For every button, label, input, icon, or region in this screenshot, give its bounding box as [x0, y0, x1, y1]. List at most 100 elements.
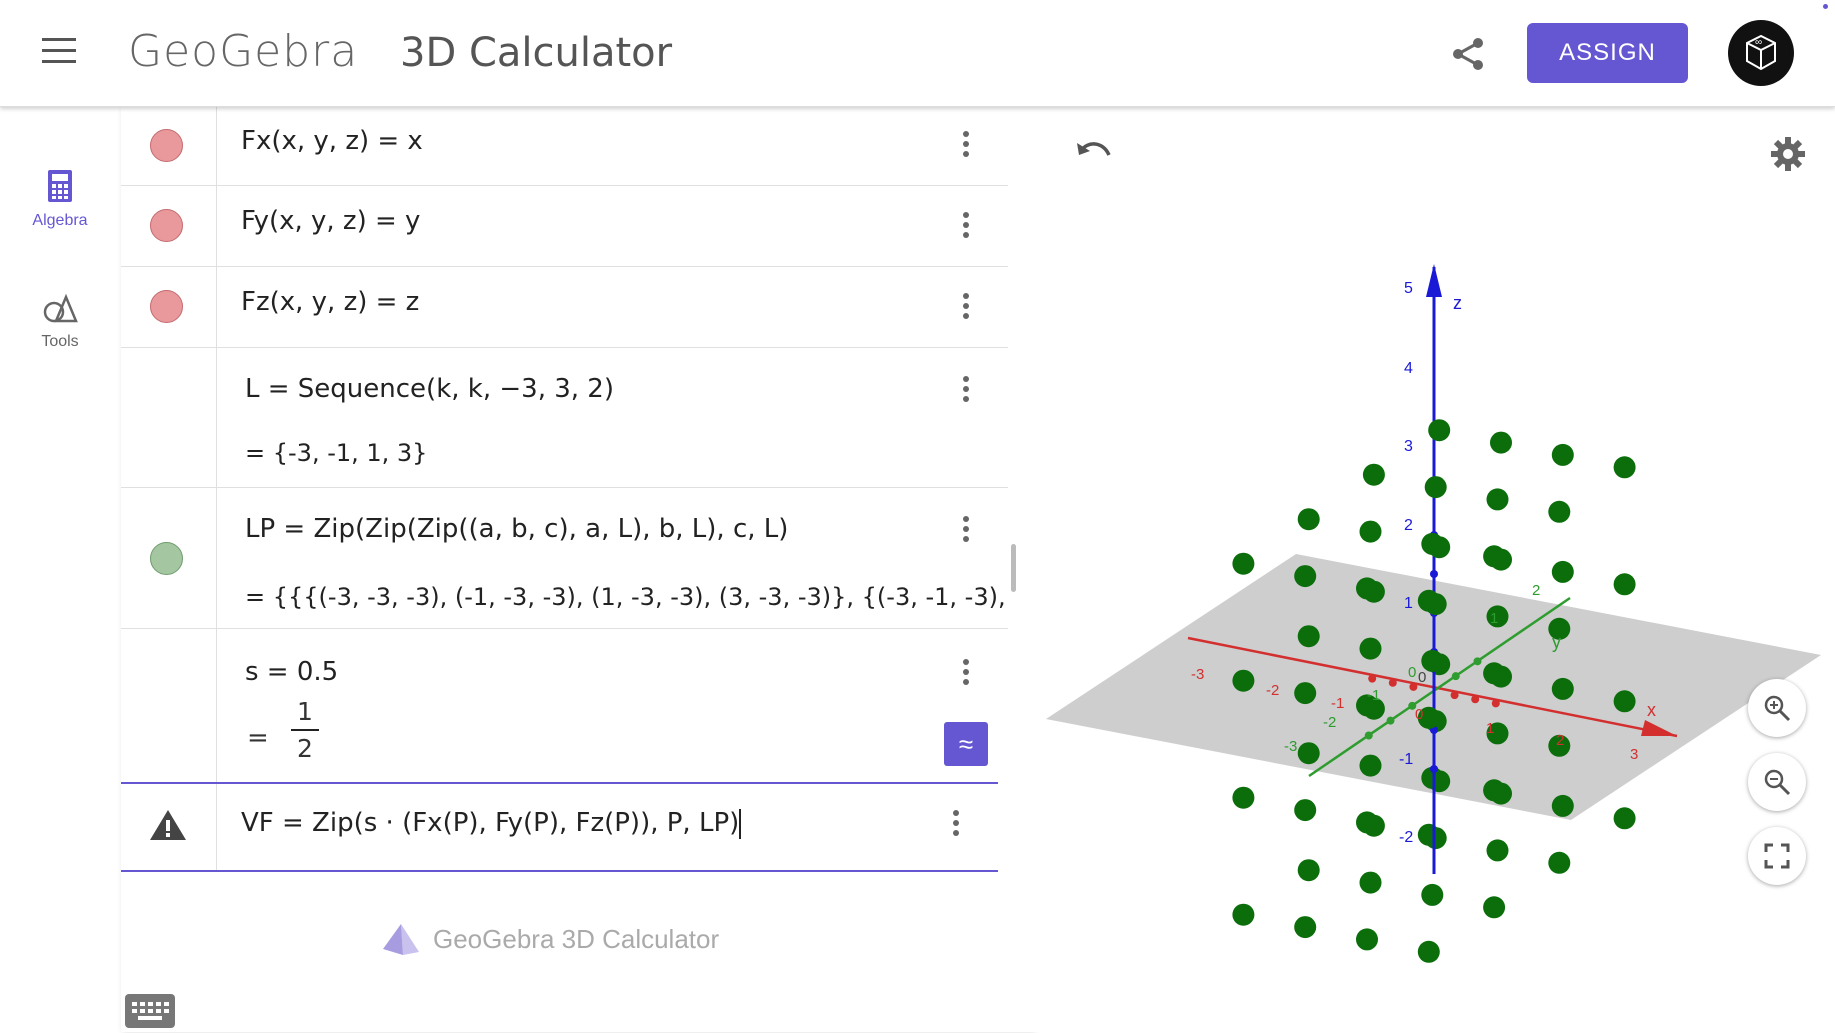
- more-options-icon[interactable]: [956, 376, 976, 406]
- formula-l[interactable]: L = Sequence(k, k, −3, 3, 2): [245, 374, 614, 404]
- grid-point[interactable]: [1548, 734, 1571, 757]
- grid-point[interactable]: [1548, 851, 1571, 874]
- grid-point[interactable]: [1551, 443, 1574, 466]
- grid-point[interactable]: [1483, 896, 1506, 919]
- avatar[interactable]: ∞: [1728, 20, 1794, 86]
- grid-point[interactable]: [1362, 814, 1385, 837]
- gear-icon[interactable]: [1769, 135, 1807, 173]
- grid-point[interactable]: [1356, 928, 1378, 951]
- grid-point[interactable]: [1483, 662, 1506, 685]
- grid-point[interactable]: [1428, 536, 1451, 559]
- visibility-toggle-fx[interactable]: [150, 129, 183, 162]
- grid-point[interactable]: [1613, 573, 1636, 596]
- grid-point[interactable]: [1486, 605, 1509, 628]
- grid-point[interactable]: [1490, 782, 1512, 805]
- nav-item-algebra[interactable]: Algebra: [0, 169, 120, 230]
- algebra-input-field[interactable]: VF = Zip(s · (Fx(P), Fy(P), Fz(P)), P, L…: [241, 808, 742, 839]
- grid-point[interactable]: [1548, 617, 1571, 640]
- algebra-input-row[interactable]: VF = Zip(s · (Fx(P), Fy(P), Fz(P)), P, L…: [121, 782, 998, 872]
- y-tick-label: 2: [1532, 582, 1540, 599]
- grid-point[interactable]: [1417, 940, 1440, 963]
- formula-fz[interactable]: Fz(x, y, z) = z: [241, 287, 420, 317]
- menu-icon[interactable]: [42, 38, 78, 68]
- visibility-toggle-fz[interactable]: [150, 290, 183, 323]
- grid-point[interactable]: [1421, 649, 1444, 672]
- more-options-icon[interactable]: [956, 131, 976, 161]
- share-icon[interactable]: [1448, 34, 1488, 74]
- grid-point[interactable]: [1294, 565, 1317, 588]
- grid-point[interactable]: [1359, 754, 1382, 777]
- scrollbar[interactable]: [1011, 544, 1016, 592]
- grid-point[interactable]: [1294, 682, 1317, 705]
- undo-icon[interactable]: [1075, 137, 1115, 167]
- grid-point[interactable]: [1428, 419, 1451, 442]
- algebra-row-fz[interactable]: Fz(x, y, z) = z: [121, 267, 1008, 348]
- algebra-row-fx[interactable]: Fx(x, y, z) = x: [121, 107, 1008, 186]
- grid-point[interactable]: [1613, 456, 1636, 479]
- visibility-toggle-fy[interactable]: [150, 209, 183, 242]
- grid-point[interactable]: [1613, 807, 1636, 830]
- grid-point[interactable]: [1486, 488, 1509, 511]
- algebra-row-lp[interactable]: LP = Zip(Zip(Zip((a, b, c), a, L), b, L)…: [121, 488, 1015, 629]
- grid-point[interactable]: [1551, 560, 1574, 583]
- grid-point[interactable]: [1297, 625, 1320, 648]
- algebra-row-s[interactable]: s = 0.5 = 1 2: [121, 629, 1008, 782]
- grid-point[interactable]: [1359, 871, 1382, 894]
- grid-point[interactable]: [1294, 799, 1317, 822]
- grid-point[interactable]: [1297, 859, 1320, 882]
- grid-point[interactable]: [1362, 580, 1385, 603]
- grid-point[interactable]: [1548, 500, 1571, 523]
- more-options-icon[interactable]: [946, 810, 966, 840]
- y-tick-label: 1: [1490, 610, 1498, 627]
- more-options-icon[interactable]: [956, 293, 976, 323]
- grid-point[interactable]: [1424, 827, 1447, 850]
- grid-point[interactable]: [1428, 770, 1451, 793]
- algebra-row-l[interactable]: L = Sequence(k, k, −3, 3, 2) = {-3, -1, …: [121, 348, 1008, 488]
- grid-point[interactable]: [1297, 742, 1320, 765]
- grid-point[interactable]: [1486, 839, 1509, 862]
- nav-item-tools[interactable]: Tools: [0, 292, 120, 351]
- grid-point[interactable]: [1551, 794, 1574, 817]
- algebra-row-fy[interactable]: Fy(x, y, z) = y: [121, 186, 1008, 267]
- marble-cell: [121, 629, 217, 782]
- grid-point[interactable]: [1424, 593, 1447, 616]
- grid-point[interactable]: [1424, 476, 1447, 499]
- keyboard-icon[interactable]: [125, 994, 175, 1028]
- grid-point[interactable]: [1551, 677, 1574, 700]
- grid-point[interactable]: [1232, 552, 1255, 575]
- grid-point[interactable]: [1232, 669, 1255, 692]
- grid-point[interactable]: [1232, 903, 1255, 926]
- assign-button[interactable]: ASSIGN: [1527, 23, 1688, 83]
- visibility-toggle-lp[interactable]: [150, 542, 183, 575]
- grid-point[interactable]: [1490, 548, 1512, 571]
- more-options-icon[interactable]: [956, 212, 976, 242]
- grid-point[interactable]: [1362, 463, 1385, 486]
- graphics-3d-view[interactable]: z x y 5 4 3 2 1 -1 -2 -3 -2 -1 0 1 2 3 -…: [1033, 107, 1835, 1032]
- grid-point[interactable]: [1359, 520, 1382, 543]
- grid-point[interactable]: [1297, 508, 1320, 531]
- more-options-icon[interactable]: [956, 659, 976, 689]
- grid-point[interactable]: [1490, 431, 1512, 454]
- more-options-icon[interactable]: [956, 516, 976, 546]
- grid-point[interactable]: [1613, 690, 1636, 713]
- axis-tick: [1408, 701, 1417, 710]
- grid-point[interactable]: [1359, 637, 1382, 660]
- marble-cell: [121, 107, 217, 185]
- formula-fy[interactable]: Fy(x, y, z) = y: [241, 206, 421, 236]
- warning-icon[interactable]: [149, 808, 187, 842]
- formula-s[interactable]: s = 0.5: [245, 657, 339, 687]
- grid-point[interactable]: [1421, 883, 1444, 906]
- fullscreen-button[interactable]: [1748, 827, 1806, 885]
- zoom-out-button[interactable]: [1748, 753, 1806, 811]
- 3d-scene[interactable]: z x y 5 4 3 2 1 -1 -2 -3 -2 -1 0 1 2 3 -…: [1033, 107, 1835, 1032]
- toggle-exact-approx-button[interactable]: ≈: [944, 722, 988, 766]
- grid-point[interactable]: [1294, 916, 1317, 939]
- z-tick-label: 3: [1404, 438, 1413, 455]
- grid-point[interactable]: [1417, 706, 1440, 729]
- formula-fx[interactable]: Fx(x, y, z) = x: [241, 126, 423, 156]
- grid-point[interactable]: [1356, 694, 1378, 717]
- grid-point[interactable]: [1486, 722, 1509, 745]
- formula-lp[interactable]: LP = Zip(Zip(Zip((a, b, c), a, L), b, L)…: [245, 514, 789, 544]
- grid-point[interactable]: [1232, 786, 1255, 809]
- zoom-in-button[interactable]: [1748, 679, 1806, 737]
